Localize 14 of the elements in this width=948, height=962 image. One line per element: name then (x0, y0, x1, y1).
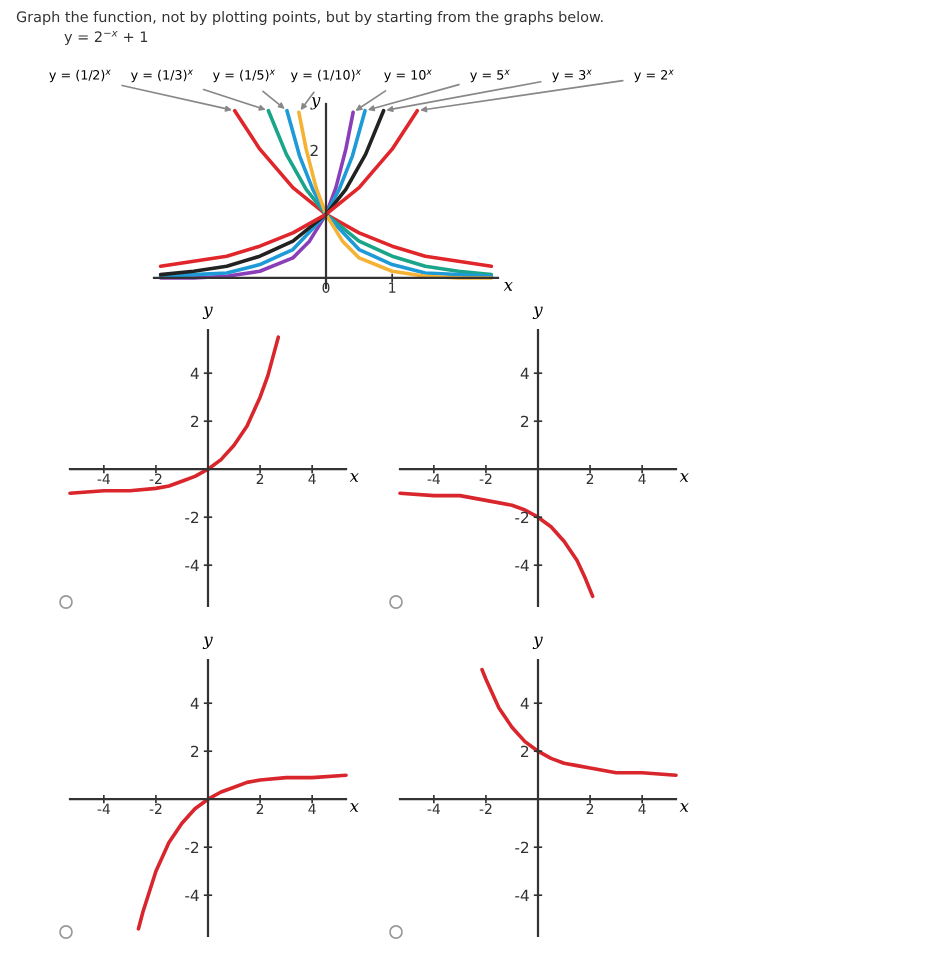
x-axis-title: x (349, 473, 359, 482)
line-series (136, 773, 348, 931)
y-axis-title: y (202, 306, 213, 319)
x-axis-title: x (679, 803, 689, 812)
x-axis-title: x (503, 281, 513, 291)
y-axis-title: y (202, 636, 213, 649)
line-series (68, 335, 281, 496)
y-axis-title: y (532, 636, 543, 649)
x-axis-title: x (349, 803, 359, 812)
y-axis-title: y (310, 97, 321, 110)
x-axis-title: x (679, 473, 689, 482)
line-series (398, 491, 595, 599)
line-series (480, 667, 678, 778)
y-axis-title: y (532, 306, 543, 319)
